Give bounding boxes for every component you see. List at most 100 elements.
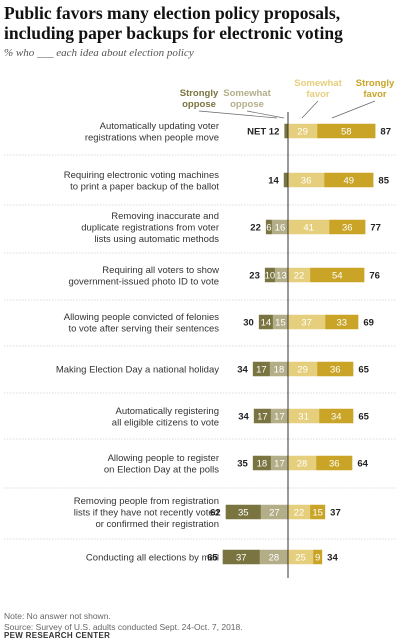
- bar-strongly-oppose: [258, 314, 273, 330]
- chart-title: Public favors many election policy propo…: [4, 3, 343, 43]
- segment-value-label: 25: [295, 553, 306, 564]
- legend-label: oppose: [182, 99, 216, 110]
- net-oppose-label: 65: [207, 553, 218, 564]
- bar-somewhat-favor: [288, 455, 317, 471]
- net-oppose-label: 22: [250, 223, 261, 234]
- segment-value-label: 37: [301, 318, 312, 329]
- bar-strongly-favor: [310, 504, 326, 520]
- bar-somewhat-favor: [288, 408, 320, 424]
- segment-value-label: 13: [276, 271, 287, 282]
- net-favor-label: 65: [358, 412, 369, 423]
- bar-strongly-favor: [324, 172, 374, 188]
- bar-strongly-favor: [319, 408, 354, 424]
- segment-value-label: 36: [330, 365, 341, 376]
- category-label: Automatically registering: [116, 406, 220, 417]
- segment-value-label: 49: [344, 176, 355, 187]
- bar-somewhat-favor: [288, 172, 325, 188]
- legend-leader-line: [331, 100, 376, 119]
- bar-strongly-favor: [313, 549, 323, 565]
- bar-strongly-oppose: [264, 267, 275, 283]
- bar-somewhat-favor: [288, 361, 318, 377]
- bar-somewhat-oppose: [270, 408, 288, 424]
- legend-label: Strongly: [180, 88, 219, 99]
- category-label: all eligible citizens to vote: [112, 417, 219, 428]
- net-favor-label: 85: [378, 176, 389, 187]
- net-oppose-label: 62: [210, 508, 221, 519]
- segment-value-label: 15: [275, 318, 286, 329]
- category-label: Removing people from registration: [74, 496, 219, 507]
- legend-label: favor: [363, 89, 387, 100]
- category-label: Allowing people convicted of felonies: [64, 312, 220, 323]
- bar-strongly-oppose: [225, 504, 261, 520]
- bar-strongly-favor: [317, 361, 354, 377]
- net-favor-label: 69: [363, 318, 374, 329]
- net-favor-label: 37: [330, 508, 341, 519]
- net-favor-label: 77: [370, 223, 381, 234]
- legend-label: Strongly: [356, 78, 395, 89]
- segment-value-label: 36: [342, 223, 353, 234]
- segment-value-label: 28: [297, 459, 308, 470]
- category-label: Making Election Day a national holiday: [56, 365, 219, 376]
- chart-note: Note: No answer not shown.: [4, 611, 111, 621]
- segment-value-label: 18: [257, 459, 268, 470]
- segment-value-label: 17: [274, 459, 285, 470]
- bar-strongly-oppose: [222, 549, 260, 565]
- bar-somewhat-oppose: [269, 361, 288, 377]
- segment-value-label: 34: [331, 412, 342, 423]
- segment-value-label: 31: [298, 412, 309, 423]
- bar-strongly-favor: [316, 455, 353, 471]
- category-label: registrations when people move: [85, 132, 219, 143]
- net-oppose-label: 30: [243, 318, 254, 329]
- bar-strongly-oppose: [252, 455, 271, 471]
- bar-strongly-oppose: [253, 408, 271, 424]
- category-label: to vote after serving their sentences: [69, 323, 220, 334]
- category-label: to print a paper backup of the ballot: [70, 181, 219, 192]
- segment-value-label: 18: [274, 365, 285, 376]
- segment-value-label: 33: [336, 318, 347, 329]
- segment-value-label: 41: [303, 223, 314, 234]
- net-oppose-label: NET 12: [247, 127, 279, 138]
- category-label: Conducting all elections by mail: [86, 553, 219, 564]
- bar-somewhat-favor: [288, 123, 318, 139]
- category-label: government-issued photo ID to vote: [68, 276, 219, 287]
- segment-value-label: 6: [266, 223, 271, 234]
- net-favor-label: 87: [380, 127, 391, 138]
- segment-value-label: 22: [294, 508, 305, 519]
- category-label: Removing inaccurate and: [111, 211, 219, 222]
- segment-value-label: 29: [297, 127, 308, 138]
- category-label: Requiring all voters to show: [102, 265, 219, 276]
- segment-value-label: 37: [236, 553, 247, 564]
- net-favor-label: 76: [369, 271, 380, 282]
- segment-value-label: 9: [315, 553, 320, 564]
- chart-subtitle: % who ___ each idea about election polic…: [4, 47, 194, 59]
- segment-value-label: 29: [297, 365, 308, 376]
- net-favor-label: 64: [357, 459, 368, 470]
- legend-leader-line: [198, 110, 278, 119]
- bar-somewhat-favor: [288, 504, 311, 520]
- segment-value-label: 27: [269, 508, 280, 519]
- bar-strongly-favor: [317, 123, 376, 139]
- bar-strongly-favor: [325, 314, 359, 330]
- segment-value-label: 54: [332, 271, 343, 282]
- legend-label: favor: [306, 89, 330, 100]
- segment-value-label: 36: [329, 459, 340, 470]
- legend-label: Somewhat: [223, 88, 271, 99]
- category-label: duplicate registrations from voter: [81, 223, 219, 234]
- bar-somewhat-oppose: [260, 504, 288, 520]
- legend-label: Somewhat: [294, 78, 342, 89]
- bar-somewhat-favor: [288, 219, 330, 235]
- bar-somewhat-favor: [288, 549, 314, 565]
- segment-value-label: 22: [294, 271, 305, 282]
- net-favor-label: 34: [327, 553, 338, 564]
- category-label: lists using automatic methods: [94, 234, 219, 245]
- segment-value-label: 15: [312, 508, 323, 519]
- net-oppose-label: 35: [237, 459, 248, 470]
- segment-value-label: 14: [261, 318, 272, 329]
- bar-somewhat-favor: [288, 267, 311, 283]
- net-oppose-label: 14: [268, 176, 279, 187]
- segment-value-label: 17: [257, 412, 268, 423]
- net-oppose-label: 34: [237, 365, 248, 376]
- bar-oppose-small: [284, 123, 288, 139]
- segment-value-label: 16: [275, 223, 286, 234]
